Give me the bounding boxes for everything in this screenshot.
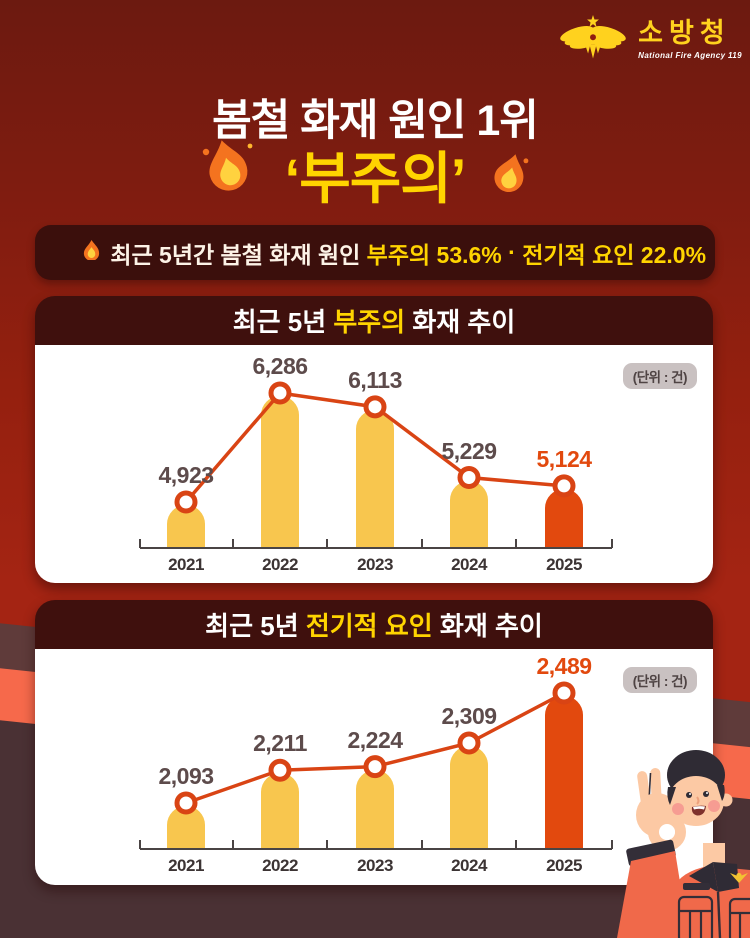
- value-label-2025: 5,124: [536, 445, 592, 472]
- data-point-2021: [174, 791, 198, 815]
- value-label-2024: 5,229: [441, 437, 497, 464]
- summary-banner: 최근 5년간 봄철 화재 원인 부주의 53.6% · 전기적 요인 22.0%: [35, 225, 715, 280]
- x-axis-label-2025: 2025: [546, 856, 582, 875]
- chart-title-electrical: 최근 5년 전기적 요인 화재 추이: [35, 600, 713, 649]
- value-label-2022: 2,211: [253, 730, 307, 757]
- x-axis-label-2024: 2024: [451, 555, 487, 574]
- trend-line-layer: [139, 381, 613, 549]
- chart-title-suffix: 화재 추이: [432, 611, 543, 641]
- value-label-2023: 6,113: [348, 366, 402, 393]
- chart-area-electrical: (단위 : 건) 2,093 2,211 2,224 2,309 2,489 2021 20…: [35, 649, 713, 885]
- chart-title-highlight: 부주의: [333, 307, 406, 337]
- x-axis: [139, 539, 613, 549]
- x-axis: [139, 840, 613, 850]
- bar-2022: [261, 773, 299, 849]
- chart-card-carelessness: 최근 5년 부주의 화재 추이 (단위 : 건) 4,923 6,286 6,113…: [35, 296, 713, 583]
- data-point-2023: [363, 755, 387, 779]
- banner-text: 최근 5년간 봄철 화재 원인: [110, 241, 367, 268]
- banner-stat-electrical: 전기적 요인 22.0%: [522, 241, 707, 268]
- value-label-2025: 2,489: [536, 653, 592, 679]
- unit-label-badge: (단위 : 건): [622, 667, 697, 693]
- page-title-highlight: ‘부주의’: [284, 147, 467, 210]
- banner-separator: ·: [501, 239, 523, 265]
- flame-icon: [44, 212, 101, 293]
- banner-stat-carelessness: 부주의 53.6%: [366, 241, 502, 268]
- x-axis-label-2021: 2021: [168, 856, 204, 875]
- chart-title-prefix: 최근 5년: [232, 307, 334, 337]
- unit-label-badge: (단위 : 건): [622, 363, 697, 389]
- bar-2024: [450, 746, 488, 849]
- x-axis-label-2025: 2025: [546, 555, 582, 574]
- data-point-2022: [268, 381, 292, 405]
- bar-2025: [545, 696, 583, 849]
- chart-title-highlight: 전기적 요인: [305, 611, 433, 641]
- x-axis-label-2021: 2021: [168, 555, 204, 574]
- bar-2024: [450, 480, 488, 548]
- data-point-2025: [552, 681, 576, 705]
- data-point-2021: [174, 490, 198, 514]
- page-title: 봄철 화재 원인 1위: [212, 97, 539, 145]
- flame-decoration-right-icon: [488, 150, 532, 201]
- x-axis-label-2024: 2024: [451, 856, 487, 875]
- chart-card-electrical: 최근 5년 전기적 요인 화재 추이 (단위 : 건) 2,093 2,211 2,…: [35, 600, 713, 885]
- chart-title-suffix: 화재 추이: [405, 307, 516, 337]
- value-label-2021: 2,093: [158, 763, 214, 789]
- bar-2023: [356, 409, 394, 548]
- value-label-2024: 2,309: [441, 703, 497, 729]
- data-point-2022: [268, 758, 292, 782]
- flame-decoration-left-icon: [198, 136, 256, 201]
- agency-subtitle: National Fire Agency 119: [638, 51, 742, 60]
- x-axis-label-2022: 2022: [262, 856, 298, 875]
- data-point-2023: [363, 395, 387, 419]
- bar-2025: [545, 488, 583, 548]
- value-label-2022: 6,286: [252, 353, 308, 379]
- x-axis-label-2022: 2022: [262, 555, 298, 574]
- trend-line-layer: [139, 681, 613, 850]
- x-axis-label-2023: 2023: [357, 555, 393, 574]
- data-point-2025: [552, 474, 576, 498]
- value-label-2023: 2,224: [347, 726, 403, 753]
- data-point-2024: [457, 466, 481, 490]
- chart-title-carelessness: 최근 5년 부주의 화재 추이: [35, 296, 713, 345]
- chart-title-prefix: 최근 5년: [205, 611, 306, 641]
- agency-name: 소방청: [638, 18, 731, 48]
- firefighter-ok-character: [613, 745, 750, 938]
- agency-logo: 소방청 National Fire Agency 119: [556, 14, 742, 66]
- data-point-2024: [457, 731, 481, 755]
- fire-agency-emblem-icon: [556, 14, 630, 66]
- chart-area-carelessness: (단위 : 건) 4,923 6,286 6,113 5,229 5,124 2021 20…: [35, 345, 713, 583]
- bar-2023: [356, 769, 394, 849]
- x-axis-label-2023: 2023: [357, 856, 393, 875]
- value-label-2021: 4,923: [158, 462, 214, 488]
- bar-2022: [261, 396, 299, 548]
